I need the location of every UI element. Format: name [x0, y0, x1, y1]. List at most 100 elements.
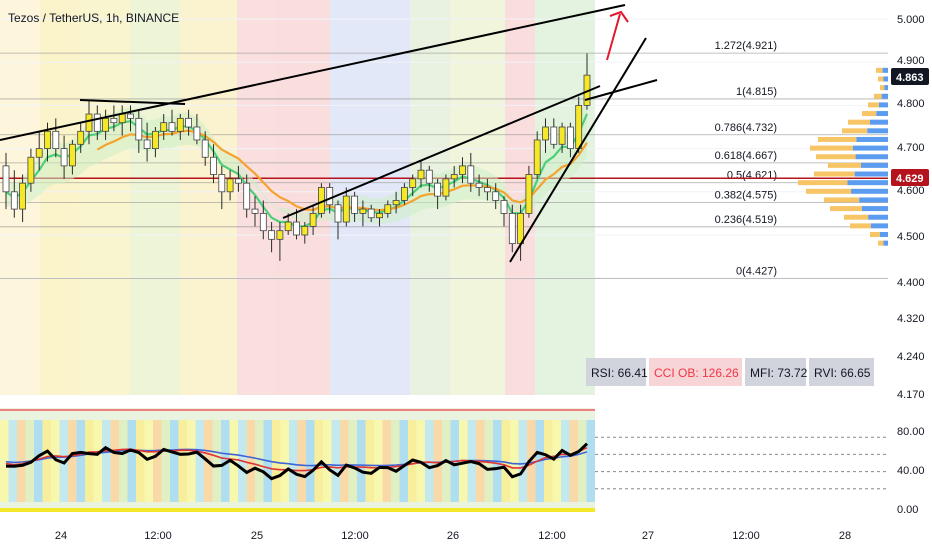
candle-body-16: [135, 117, 143, 141]
profile-sell-9: [852, 145, 888, 151]
y-tick-0: 5.000: [897, 14, 925, 26]
osc-col-12: [102, 420, 111, 502]
osc-col-60: [510, 420, 519, 502]
trend-arrow: [606, 10, 629, 61]
session-band-1: [40, 0, 78, 395]
osc-col-1: [8, 420, 17, 502]
osc-tick-2: 0.00: [897, 504, 918, 516]
candle-55: [459, 157, 466, 184]
candle-body-25: [210, 156, 217, 175]
profile-sell-6: [870, 119, 888, 125]
osc-col-45: [382, 420, 391, 502]
candle-body-31: [259, 212, 267, 232]
profile-buy-1: [878, 76, 884, 82]
osc-black-line: [5, 442, 589, 481]
osc-col-21: [178, 420, 187, 502]
osc-col-26: [221, 420, 230, 502]
fib-label-5: 0.382(4.575): [715, 190, 777, 202]
candle-52: [434, 178, 442, 210]
profile-buy-13: [798, 180, 848, 186]
profile-sell-2: [884, 85, 888, 91]
candle-53: [442, 174, 450, 201]
profile-sell-10: [855, 154, 888, 160]
osc-col-64: [544, 420, 553, 502]
candle-61: [508, 204, 516, 253]
x-tick-1: 12:00: [144, 530, 172, 542]
stat-box-2: [745, 358, 806, 386]
candle-40: [334, 200, 342, 240]
y-tick-9: 4.170: [897, 389, 925, 401]
candle-33: [276, 222, 284, 261]
fib-label-7: 0(4.427): [736, 266, 777, 278]
osc-col-38: [323, 420, 332, 502]
candle-2: [19, 174, 27, 223]
candle-body-19: [160, 122, 168, 132]
osc-col-8: [68, 420, 77, 502]
candle-body-63: [525, 174, 533, 214]
candle-body-26: [218, 174, 226, 193]
candle-body-68: [567, 126, 574, 150]
candle-48: [400, 183, 408, 205]
candle-body-23: [193, 126, 201, 141]
candle-body-39: [326, 187, 334, 206]
candle-body-36: [301, 225, 309, 236]
osc-col-22: [187, 420, 196, 502]
candle-41: [342, 187, 350, 227]
profile-buy-19: [870, 232, 880, 237]
profile-buy-17: [844, 214, 869, 220]
chart-title: Tezos / TetherUS, 1h, BINANCE: [8, 11, 179, 25]
candle-13: [110, 105, 118, 132]
osc-col-9: [76, 420, 85, 502]
level-price-box: [891, 169, 929, 186]
osc-col-33: [280, 420, 289, 502]
candle-body-11: [93, 113, 101, 132]
stat-label-1: CCI OB: 126.26: [654, 366, 739, 380]
candle-body-8: [69, 143, 76, 167]
osc-col-66: [561, 420, 570, 502]
candle-18: [151, 127, 159, 158]
candle-10: [85, 101, 93, 145]
candle-body-33: [276, 230, 284, 240]
trendline-2: [282, 85, 601, 219]
candle-23: [193, 114, 201, 145]
candle-20: [168, 109, 176, 136]
candle-body-40: [334, 204, 342, 223]
profile-buy-5: [862, 111, 877, 117]
candle-68: [567, 122, 574, 158]
candle-body-49: [409, 178, 417, 188]
candle-45: [376, 209, 383, 227]
candle-50: [417, 161, 425, 188]
candle-34: [284, 213, 292, 235]
candle-body-64: [533, 139, 541, 175]
osc-col-11: [93, 420, 102, 502]
candle-0: [2, 152, 10, 210]
profile-buy-3: [874, 93, 882, 99]
osc-col-15: [127, 420, 136, 502]
candle-body-12: [102, 117, 109, 132]
candle-body-21: [176, 117, 184, 132]
candle-51: [425, 165, 433, 192]
candle-66: [550, 118, 558, 149]
y-tick-5: 4.500: [897, 231, 925, 243]
profile-buy-18: [850, 223, 871, 229]
x-axis-bg: [0, 520, 932, 550]
candle-body-20: [168, 122, 176, 132]
osc-col-41: [348, 420, 357, 502]
x-axis: 24 12:00 25 12:00 26 12:00 27 12:00 28: [0, 520, 932, 550]
profile-sell-16: [861, 206, 888, 212]
candle-body-50: [417, 169, 425, 180]
candle-60: [500, 196, 508, 227]
osc-col-69: [586, 420, 595, 502]
profile-buy-15: [824, 197, 860, 203]
profile-sell-19: [879, 232, 888, 237]
osc-col-25: [212, 420, 221, 502]
profile-buy-6: [848, 119, 870, 125]
candle-36: [301, 222, 309, 244]
x-tick-0: 24: [55, 530, 67, 542]
candle-body-65: [542, 126, 549, 141]
x-tick-6: 27: [642, 530, 654, 542]
x-tick-4: 26: [447, 530, 459, 542]
y-tick-1: 4.900: [897, 55, 925, 67]
